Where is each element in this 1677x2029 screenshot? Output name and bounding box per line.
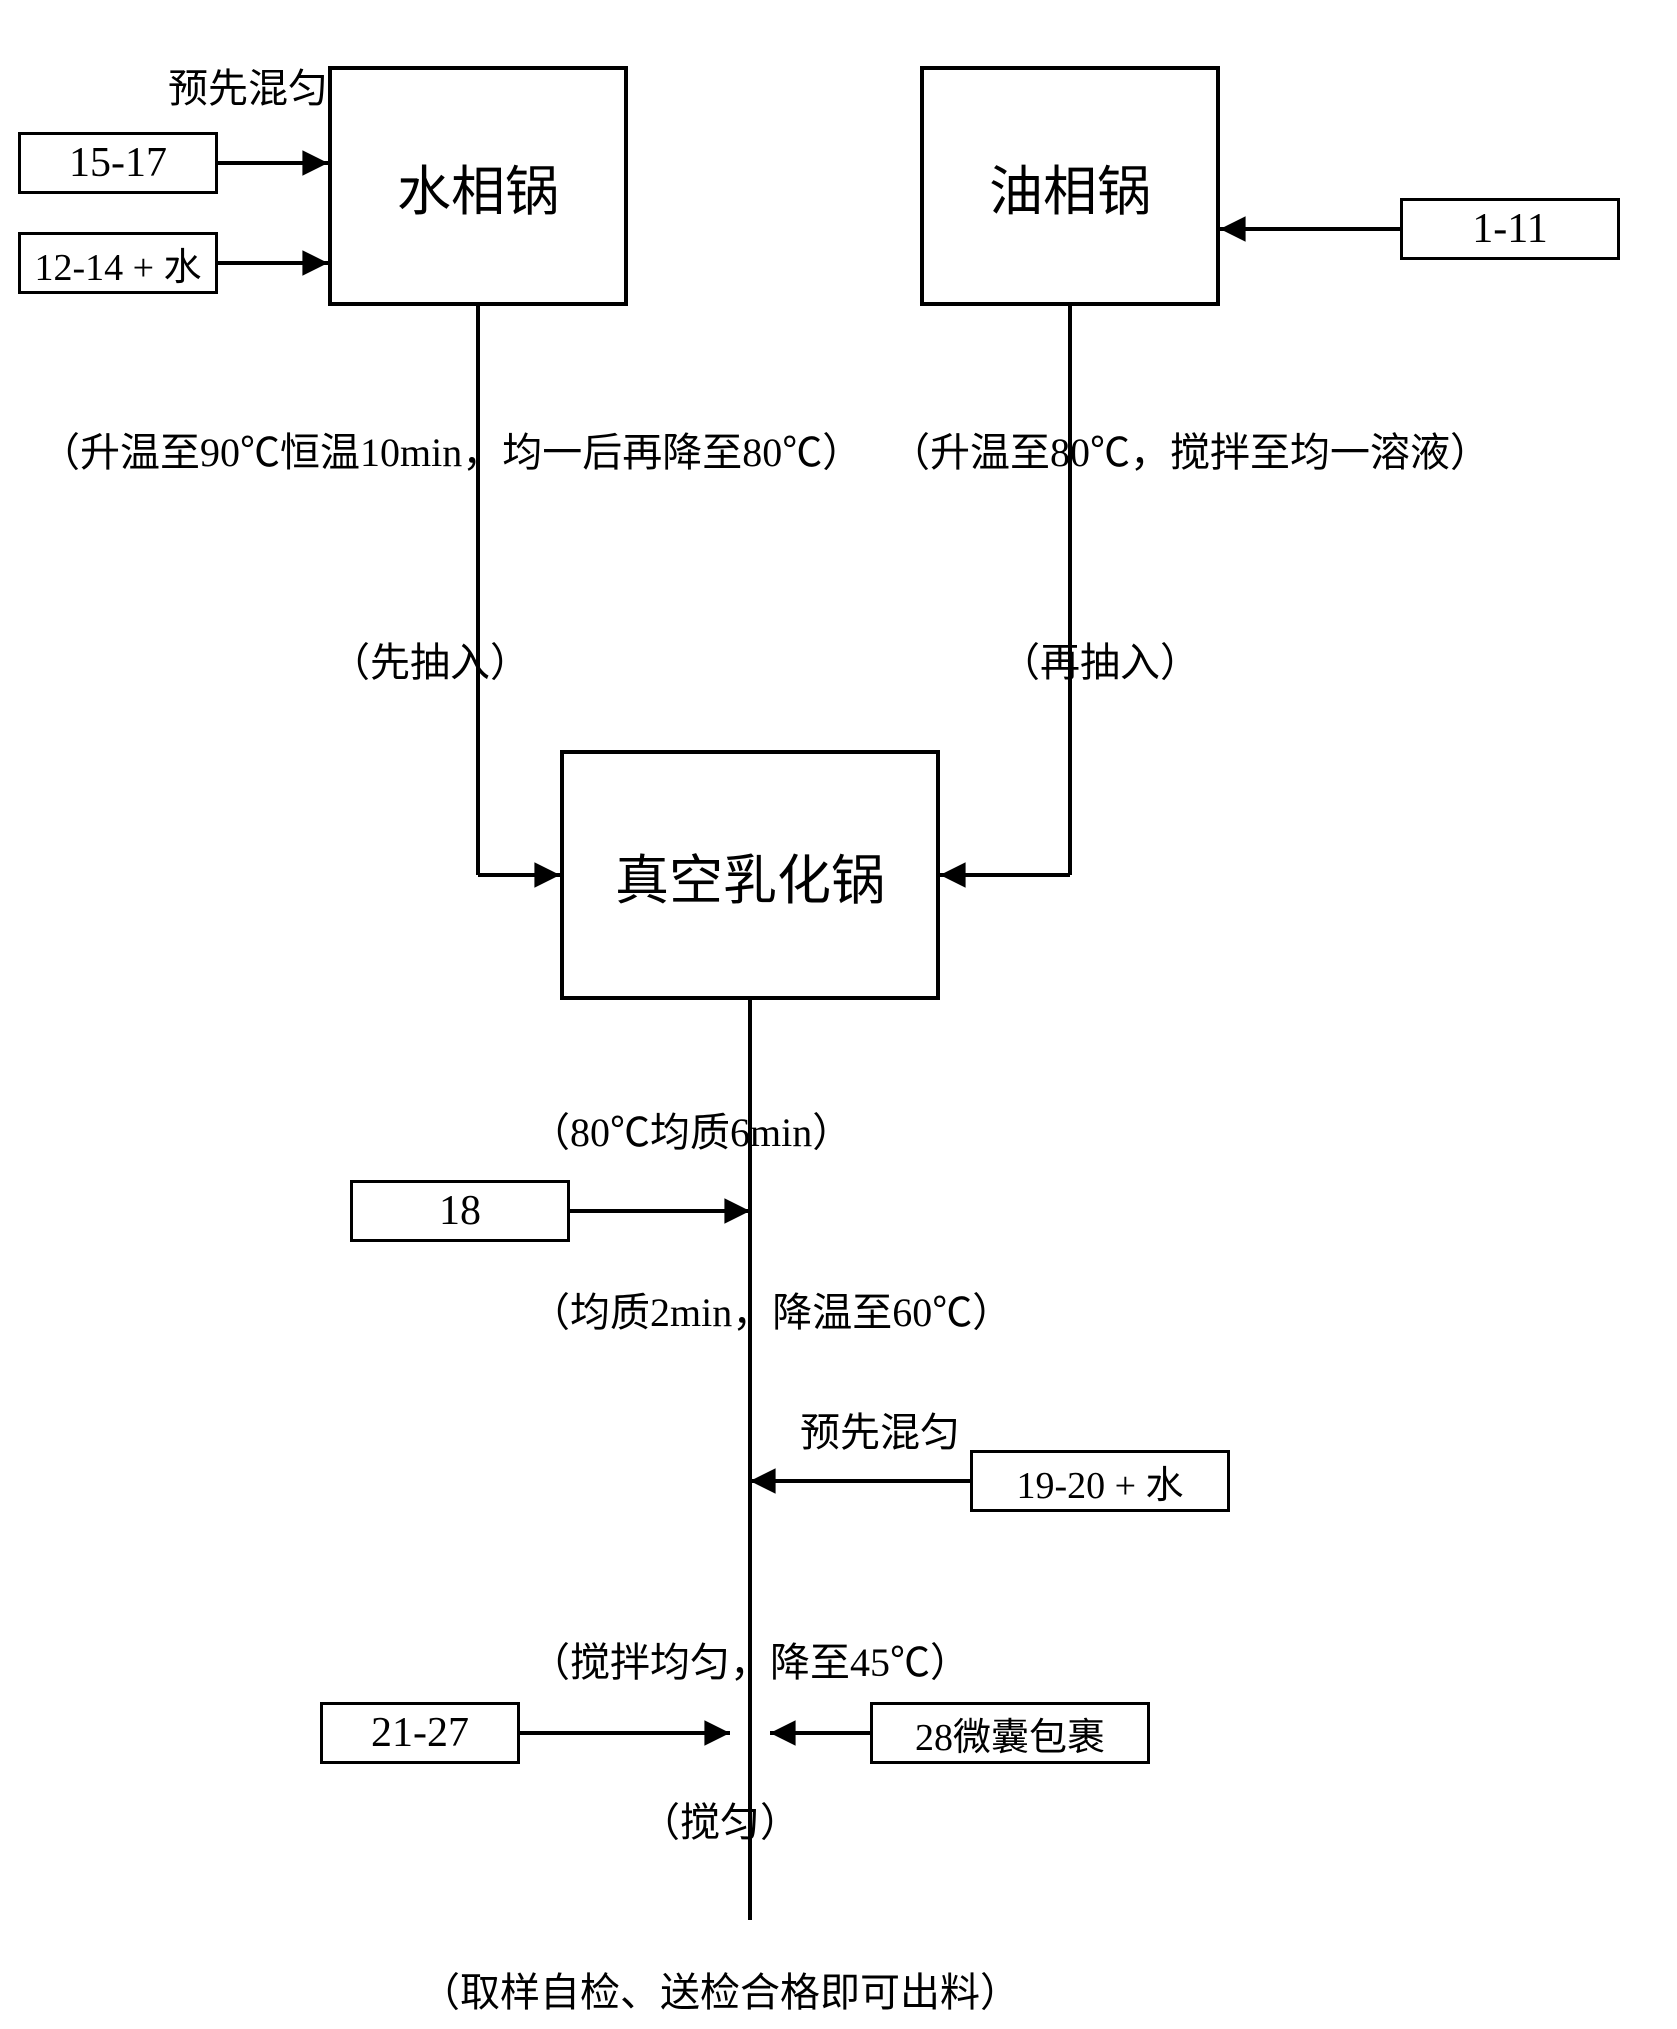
annotation-premix_top: 预先混匀 bbox=[168, 56, 328, 114]
annotation-sample_check: （取样自检、送检合格即可出料） bbox=[420, 1960, 1020, 2018]
annotation-stir_to_45: （搅拌均匀，降至45℃） bbox=[530, 1630, 970, 1688]
box-label-oil_pot: 油相锅 bbox=[989, 147, 1151, 226]
box-label-in_15_17: 15-17 bbox=[69, 139, 167, 187]
box-in_21_27: 21-27 bbox=[320, 1702, 520, 1764]
annotation-homog_2min: （均质2min，降温至60℃） bbox=[530, 1280, 1012, 1338]
box-label-in_21_27: 21-27 bbox=[371, 1709, 469, 1757]
edges-layer bbox=[0, 0, 1677, 2029]
box-emulsifier: 真空乳化锅 bbox=[560, 750, 940, 1000]
annotation-homog_80: （80℃均质6min） bbox=[530, 1100, 852, 1158]
box-label-in_12_14: 12-14 + 水 bbox=[34, 236, 201, 291]
annotation-first_pump: （先抽入） bbox=[330, 630, 530, 688]
box-in_15_17: 15-17 bbox=[18, 132, 218, 194]
annotation-oil_note: （升温至80℃，搅拌至均一溶液） bbox=[890, 420, 1490, 478]
box-in_1_11: 1-11 bbox=[1400, 198, 1620, 260]
box-in_12_14: 12-14 + 水 bbox=[18, 232, 218, 294]
box-in_28: 28微囊包裹 bbox=[870, 1702, 1150, 1764]
box-label-in_28: 28微囊包裹 bbox=[915, 1706, 1105, 1761]
flowchart-canvas: 水相锅 油相锅真空乳化锅 15-17 12-14 + 水 1-11 18 19-20 + 水… bbox=[0, 0, 1677, 2029]
box-label-in_19_20: 19-20 + 水 bbox=[1016, 1454, 1183, 1509]
box-label-water_pot: 水相锅 bbox=[397, 147, 559, 226]
box-oil_pot: 油相锅 bbox=[920, 66, 1220, 306]
box-label-emulsifier: 真空乳化锅 bbox=[615, 836, 885, 915]
box-in_18: 18 bbox=[350, 1180, 570, 1242]
annotation-then_pump: （再抽入） bbox=[1000, 630, 1200, 688]
box-label-in_1_11: 1-11 bbox=[1472, 205, 1547, 253]
annotation-premix_mid: 预先混匀 bbox=[800, 1400, 960, 1458]
box-in_19_20: 19-20 + 水 bbox=[970, 1450, 1230, 1512]
annotation-stir_final: （搅匀） bbox=[640, 1790, 800, 1848]
annotation-water_note: （升温至90℃恒温10min，均一后再降至80℃） bbox=[40, 420, 862, 478]
box-label-in_18: 18 bbox=[439, 1187, 481, 1235]
box-water_pot: 水相锅 bbox=[328, 66, 628, 306]
